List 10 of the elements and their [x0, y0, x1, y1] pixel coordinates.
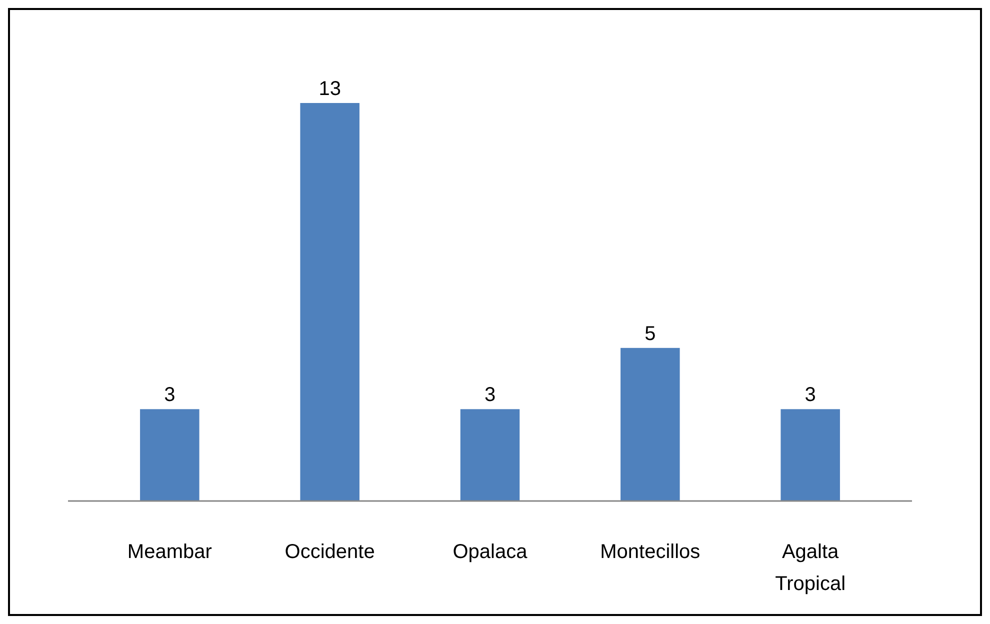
data-label: 5	[644, 322, 656, 345]
x-tick-label: Montecillos	[600, 541, 700, 563]
data-label: 3	[804, 384, 816, 406]
x-tick-label: Occidente	[284, 541, 375, 563]
data-label: 3	[164, 384, 176, 406]
data-label: 13	[318, 78, 341, 100]
x-tick-label: Opalaca	[452, 541, 528, 563]
x-tick-label: Agalta Tropical	[775, 541, 846, 595]
x-tick-label: Meambar	[127, 541, 212, 563]
data-label: 3	[484, 384, 496, 406]
